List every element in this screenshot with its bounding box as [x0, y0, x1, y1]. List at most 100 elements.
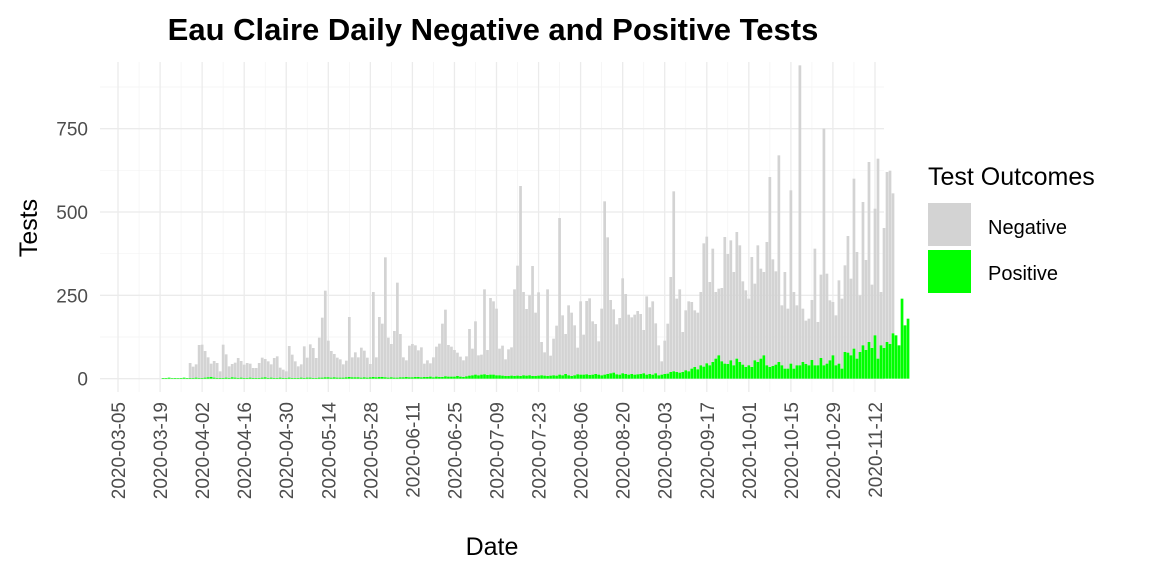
bar-positive — [335, 377, 339, 379]
bar-positive — [269, 377, 273, 379]
bar-negative — [615, 324, 619, 375]
x-axis-title: Date — [466, 533, 519, 561]
bar-negative — [218, 371, 222, 378]
bar-negative — [711, 248, 715, 362]
bar-positive — [774, 364, 778, 379]
bar-negative — [738, 245, 742, 362]
bar-positive — [579, 374, 582, 379]
bar-positive — [236, 378, 240, 379]
bar-negative — [807, 318, 811, 366]
bar-positive — [344, 377, 348, 379]
bar-positive — [888, 344, 892, 379]
bar-negative — [332, 354, 336, 378]
bar-positive — [627, 374, 631, 379]
bar-negative — [188, 363, 192, 378]
bar-negative — [495, 308, 498, 376]
bar-negative — [708, 282, 712, 366]
bar-positive — [450, 376, 453, 379]
bar-positive — [444, 376, 447, 379]
bar-negative — [504, 359, 507, 376]
bar-negative — [651, 301, 655, 375]
bar-negative — [759, 268, 763, 359]
bar-negative — [549, 355, 552, 376]
bar-positive — [756, 362, 760, 379]
bar-positive — [402, 377, 405, 379]
bar-negative — [801, 308, 805, 362]
bar-negative — [624, 294, 628, 374]
bar-positive — [522, 375, 525, 379]
bar-positive — [299, 377, 303, 379]
bar-negative — [426, 360, 429, 377]
bar-positive — [164, 378, 168, 379]
legend-swatch-positive — [928, 250, 971, 293]
bar-negative — [230, 364, 234, 378]
bar-positive — [387, 377, 390, 379]
bar-positive — [197, 378, 201, 379]
bar-positive — [480, 374, 483, 379]
bar-negative — [879, 292, 883, 346]
bar-positive — [789, 363, 793, 379]
bar-negative — [462, 360, 465, 377]
bar-positive — [876, 358, 880, 379]
bar-negative — [275, 356, 279, 378]
bar-positive — [750, 367, 754, 379]
bar-positive — [263, 377, 267, 379]
bar-positive — [531, 376, 534, 379]
bar-negative — [284, 371, 288, 378]
bar-negative — [792, 292, 796, 369]
bar-positive — [447, 376, 450, 379]
bar-negative — [381, 323, 384, 377]
bar-negative — [588, 298, 591, 375]
bar-negative — [266, 361, 270, 378]
bar-negative — [693, 310, 697, 367]
bar-negative — [236, 358, 240, 378]
bar-negative — [411, 344, 414, 378]
bar-negative — [612, 309, 616, 373]
bar-negative — [849, 278, 853, 356]
bar-negative — [356, 357, 360, 378]
bar-negative — [756, 245, 760, 362]
bar-positive — [296, 378, 300, 379]
bar-negative — [206, 357, 210, 378]
bar-negative — [323, 290, 327, 378]
bar-negative — [272, 358, 276, 378]
x-tick-label: 2020-10-01 — [740, 402, 761, 499]
bar-positive — [690, 368, 694, 379]
bar-negative — [723, 237, 727, 364]
bar-positive — [179, 378, 183, 379]
bar-negative — [278, 367, 282, 378]
bar-positive — [302, 378, 306, 379]
bar-positive — [290, 378, 294, 379]
bar-positive — [687, 371, 691, 379]
bar-negative — [405, 360, 408, 377]
x-tick-label: 2020-05-14 — [319, 402, 340, 500]
x-tick-label: 2020-10-29 — [824, 402, 845, 499]
bar-positive — [314, 378, 318, 379]
bar-negative — [519, 186, 522, 376]
bar-negative — [645, 296, 649, 375]
bar-negative — [269, 364, 273, 378]
bar-positive — [618, 374, 622, 379]
bar-negative — [603, 201, 606, 375]
bar-negative — [441, 323, 444, 377]
bar-positive — [420, 377, 423, 379]
bar-negative — [888, 170, 892, 344]
bar-positive — [188, 378, 192, 379]
bar-negative — [663, 340, 667, 374]
bar-positive — [329, 377, 333, 379]
bar-positive — [861, 345, 865, 379]
bar-positive — [678, 372, 682, 379]
bar-negative — [861, 202, 865, 346]
bar-positive — [525, 375, 528, 379]
bar-positive — [408, 377, 411, 379]
bar-negative — [489, 298, 492, 375]
bar-positive — [528, 375, 531, 379]
bar-positive — [513, 376, 516, 379]
bar-negative — [837, 280, 841, 364]
bar-negative — [567, 305, 570, 376]
bar-negative — [248, 363, 252, 378]
bar-positive — [795, 365, 799, 379]
bar-positive — [378, 377, 381, 379]
bar-negative — [329, 351, 333, 378]
